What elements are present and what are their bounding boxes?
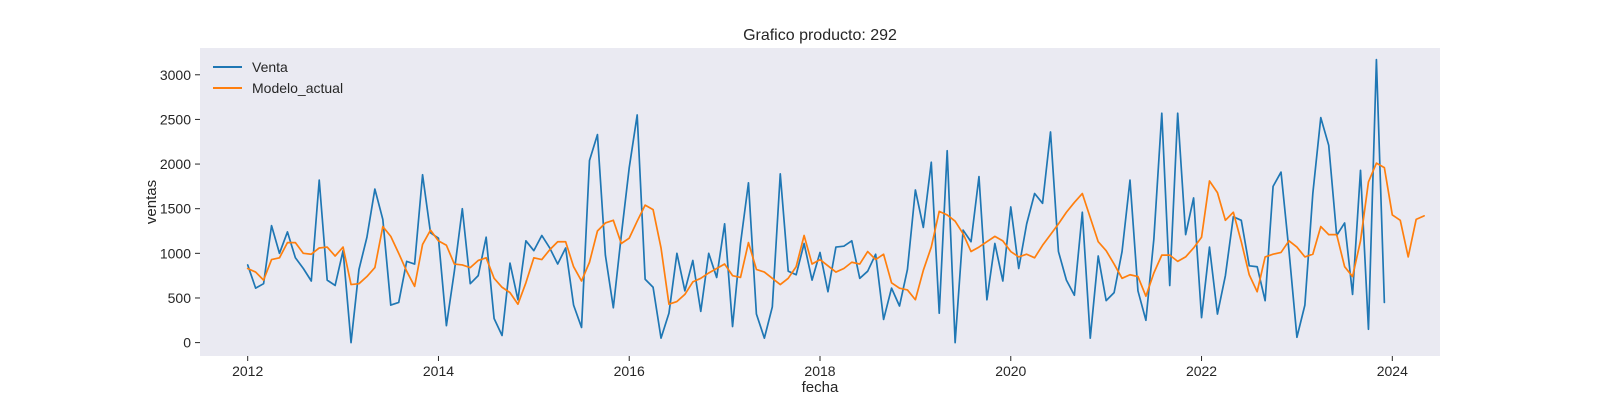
x-tick-label-2014: 2014 (423, 363, 454, 379)
legend-label-modelo-actual: Modelo_actual (252, 80, 343, 96)
y-axis-label: ventas (143, 180, 160, 224)
plot-area (246, 58, 1425, 344)
x-tick-label-2022: 2022 (1186, 363, 1217, 379)
legend: Venta Modelo_actual (213, 59, 343, 96)
legend-label-venta: Venta (252, 59, 288, 75)
series-line-modelo-actual (246, 162, 1425, 306)
y-tick-label-2000: 2000 (160, 156, 191, 172)
y-tick-label-500: 500 (168, 290, 192, 306)
y-tick-label-1000: 1000 (160, 245, 191, 261)
x-tick-label-2024: 2024 (1377, 363, 1408, 379)
y-tick-label-2500: 2500 (160, 111, 191, 127)
series-line-venta (246, 58, 1386, 344)
x-axis: 2012 2014 2016 2018 2020 2022 2024 (232, 356, 1408, 379)
x-tick-label-2018: 2018 (804, 363, 835, 379)
y-tick-label-3000: 3000 (160, 67, 191, 83)
x-tick-label-2016: 2016 (614, 363, 645, 379)
y-axis: 0 500 1000 1500 2000 2500 3000 (160, 67, 200, 351)
x-tick-label-2012: 2012 (232, 363, 263, 379)
x-axis-label: fecha (802, 379, 839, 396)
x-tick-label-2020: 2020 (995, 363, 1026, 379)
y-tick-label-1500: 1500 (160, 201, 191, 217)
plot-background (200, 48, 1440, 356)
y-tick-label-0: 0 (183, 335, 191, 351)
chart-title: Grafico producto: 292 (743, 27, 897, 44)
